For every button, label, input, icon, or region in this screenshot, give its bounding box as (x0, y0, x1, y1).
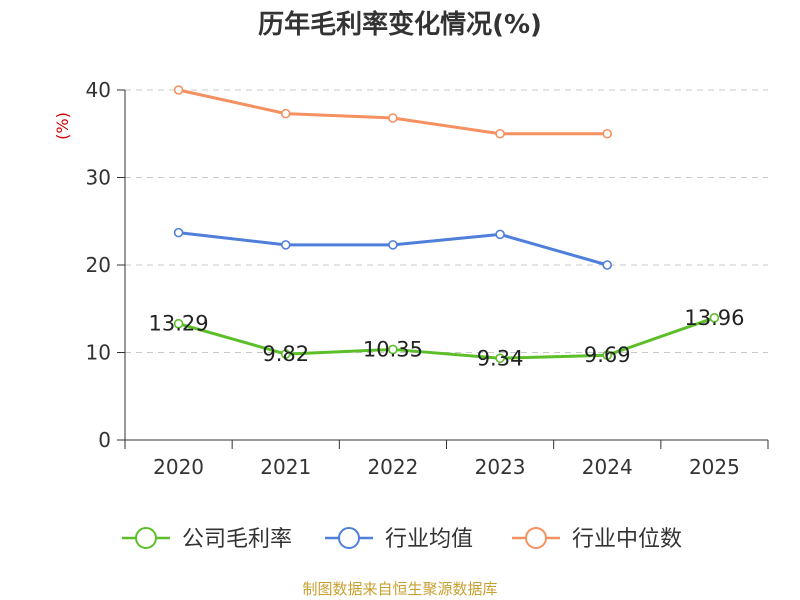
data-point (709, 313, 720, 323)
data-label: 9.34 (477, 346, 524, 370)
legend-label: 行业中位数 (572, 527, 682, 552)
data-point (495, 353, 505, 364)
legend-marker (135, 527, 157, 549)
legend: 公司毛利率 行业均值 行业中位数 (122, 527, 682, 552)
data-point (388, 113, 398, 123)
data-point (602, 128, 613, 139)
x-tick-label-2024: 2024 (582, 455, 633, 479)
x-tick-label-2021: 2021 (260, 455, 311, 479)
source-footer: 制图数据来自恒生聚源数据库 (302, 580, 498, 598)
x-tick-label-2023: 2023 (475, 455, 526, 479)
data-label: 9.69 (584, 343, 631, 367)
y-tick-label: 20 (86, 253, 111, 277)
y-tick-label: 40 (86, 78, 111, 102)
data-point (602, 260, 613, 270)
y-tick-label: 0 (98, 428, 111, 452)
y-axis-label: (%) (53, 112, 72, 140)
grid-lines (125, 89, 768, 353)
data-label: 10.35 (363, 337, 423, 361)
data-point (602, 350, 613, 361)
data-point (495, 128, 505, 139)
series-line-0 (178, 316, 715, 360)
data-point (280, 108, 291, 119)
data-point (173, 85, 184, 95)
data-point (173, 318, 184, 329)
legend-label: 行业均值 (385, 527, 473, 552)
legend-marker (525, 527, 547, 549)
data-point (388, 240, 398, 250)
chart-title: 历年毛利率变化情况(%) (258, 10, 542, 40)
data-point (280, 240, 291, 250)
legend-label: 公司毛利率 (182, 527, 292, 552)
axes: 0 10 20 30 40 (%) 2020 2021 2022 2023 2024 2025 (53, 78, 769, 479)
series-layer (173, 85, 720, 364)
data-point (173, 227, 184, 238)
data-point (280, 349, 291, 359)
data-point (495, 229, 505, 240)
data-point (388, 344, 398, 355)
series-line-2 (178, 88, 608, 136)
data-label: 13.29 (149, 312, 209, 336)
data-label: 9.82 (262, 342, 309, 366)
y-tick-label: 10 (86, 341, 111, 365)
legend-marker (338, 527, 360, 549)
x-tick-label-2022: 2022 (367, 455, 418, 479)
y-tick-label: 30 (86, 166, 111, 190)
x-tick-label-2025: 2025 (689, 455, 740, 479)
data-label: 13.96 (684, 306, 744, 330)
data-labels: 13.29 9.82 10.35 9.34 9.69 13.96 (149, 306, 745, 370)
x-tick-label-2020: 2020 (153, 455, 204, 479)
